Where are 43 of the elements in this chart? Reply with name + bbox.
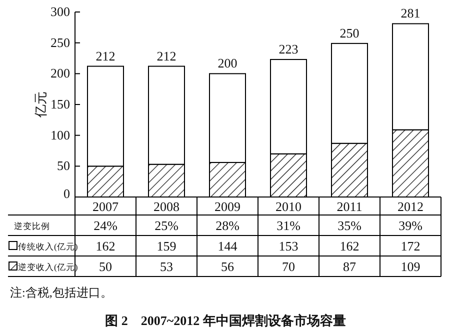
y-axis-title: 亿元 (32, 92, 48, 118)
data-label: 162 (96, 238, 116, 254)
legend-label: 传统收入(亿元) (18, 242, 78, 252)
text: 25% (154, 218, 179, 233)
data-label: 172 (400, 238, 420, 254)
data-label: 153 (278, 238, 298, 254)
y-tick-label: 150 (50, 96, 70, 112)
data-label: 162 (340, 238, 360, 254)
data-label: 56 (221, 259, 234, 274)
x-tick-label: 2008 (154, 199, 180, 214)
text: 24% (94, 218, 118, 233)
data-label: 109 (400, 259, 420, 274)
text: 39% (398, 218, 423, 233)
x-tick-label: 2011 (336, 199, 362, 214)
total-label: 212 (156, 48, 176, 64)
y-tick-label: 300 (50, 4, 70, 19)
x-tick-label: 2007 (92, 199, 119, 214)
text: 图 2 2007~2012 年中国焊割设备市场容量 (105, 313, 346, 328)
x-tick-label: 2009 (214, 199, 240, 214)
y-tick-label: 100 (50, 127, 70, 142)
text: 逆变比例 (14, 221, 50, 231)
data-label: 144 (218, 238, 238, 254)
total-label: 281 (400, 6, 420, 21)
data-label: 159 (156, 238, 176, 254)
text: 35% (338, 218, 362, 233)
x-tick-label: 2012 (398, 199, 424, 214)
y-tick-label: 50 (57, 158, 70, 174)
text: 28% (216, 218, 240, 233)
text: 31% (276, 218, 301, 233)
y-tick-label: 250 (50, 34, 70, 50)
total-label: 200 (218, 56, 238, 71)
total-label: 212 (96, 48, 116, 64)
data-label: 87 (343, 259, 356, 274)
text: 注:含税,包括进口。 (10, 286, 112, 300)
data-label: 50 (99, 259, 112, 274)
y-tick-label: 0 (64, 186, 70, 201)
data-label: 53 (160, 259, 173, 274)
total-label: 250 (340, 25, 360, 40)
x-tick-label: 2010 (276, 199, 302, 214)
data-label: 70 (282, 259, 295, 274)
legend-label: 逆变收入(亿元) (18, 262, 78, 272)
total-label: 223 (278, 41, 298, 56)
y-tick-label: 200 (50, 66, 70, 81)
